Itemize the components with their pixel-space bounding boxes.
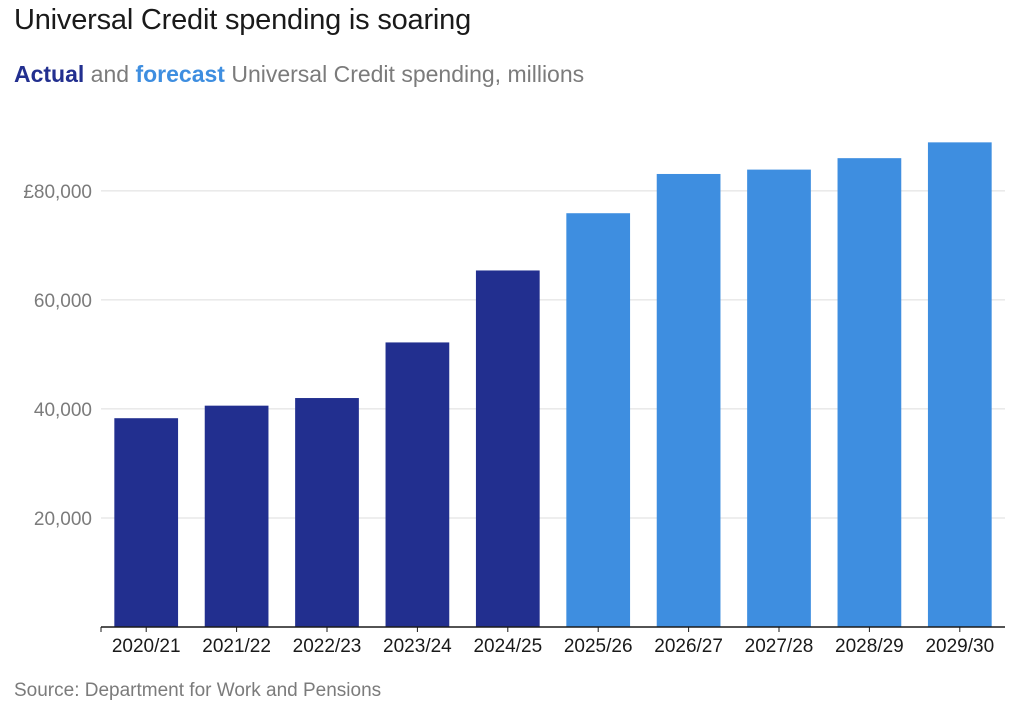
- chart-subtitle: Actual and forecast Universal Credit spe…: [14, 61, 584, 88]
- bar-forecast: [566, 213, 631, 627]
- bar-actual: [295, 398, 359, 627]
- legend-forecast-label: forecast: [135, 61, 225, 87]
- chart-title: Universal Credit spending is soaring: [14, 4, 472, 36]
- x-tick-label: 2028/29: [835, 636, 904, 657]
- bar-forecast: [656, 173, 721, 628]
- x-tick-label: 2025/26: [564, 636, 633, 657]
- y-tick-label: 60,000: [34, 291, 92, 312]
- bar-forecast: [927, 142, 992, 627]
- y-tick-label: 40,000: [34, 400, 92, 421]
- x-tick-label: 2021/22: [202, 636, 271, 657]
- x-tick-label: 2029/30: [925, 636, 994, 657]
- x-tick-label: 2027/28: [745, 636, 814, 657]
- bar-forecast: [837, 158, 902, 627]
- x-tick-label: 2024/25: [473, 636, 542, 657]
- y-tick-label: £80,000: [23, 182, 92, 203]
- x-tick-label: 2022/23: [293, 636, 362, 657]
- x-tick-label: 2023/24: [383, 636, 452, 657]
- bar-actual: [204, 405, 269, 627]
- bars: [114, 142, 992, 628]
- x-tick-label: 2020/21: [112, 636, 181, 657]
- subtitle-and-text: and: [84, 61, 136, 87]
- bar-forecast: [747, 169, 811, 627]
- bar-actual: [475, 270, 540, 627]
- subtitle-rest-text: Universal Credit spending, millions: [224, 61, 585, 87]
- legend-actual-label: Actual: [14, 61, 85, 87]
- bar-actual: [385, 342, 450, 627]
- source-note: Source: Department for Work and Pensions: [14, 680, 382, 701]
- axes: 20,000 40,000 60,000 £80,000 2020/21 2021/22 2…: [23, 182, 1005, 657]
- x-tick-label: 2026/27: [654, 636, 723, 657]
- bar-actual: [114, 418, 179, 627]
- y-tick-label: 20,000: [34, 509, 92, 530]
